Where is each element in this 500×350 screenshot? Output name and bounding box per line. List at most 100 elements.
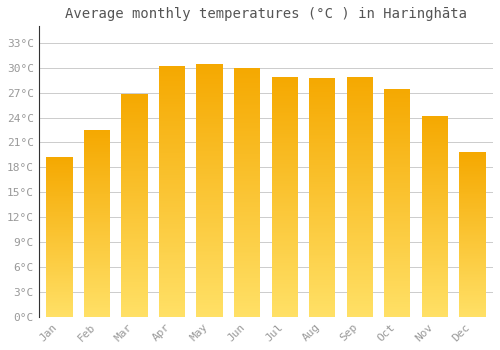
Bar <box>272 316 298 317</box>
Bar <box>122 179 148 180</box>
Bar <box>309 255 336 256</box>
Bar <box>46 269 72 270</box>
Bar <box>46 169 72 170</box>
Bar <box>384 243 410 244</box>
Bar <box>346 181 373 182</box>
Bar <box>159 188 185 189</box>
Bar <box>422 188 448 189</box>
Bar <box>122 212 148 214</box>
Bar <box>84 177 110 178</box>
Bar <box>196 123 223 124</box>
Bar <box>234 119 260 120</box>
Bar <box>384 189 410 190</box>
Bar <box>159 263 185 264</box>
Bar <box>384 94 410 96</box>
Bar <box>122 207 148 208</box>
Bar <box>422 175 448 176</box>
Bar <box>159 153 185 154</box>
Bar <box>84 141 110 142</box>
Bar <box>234 95 260 96</box>
Bar <box>346 128 373 130</box>
Bar <box>84 283 110 284</box>
Bar <box>196 113 223 114</box>
Bar <box>309 98 336 99</box>
Bar <box>384 143 410 145</box>
Bar <box>384 190 410 191</box>
Bar <box>234 306 260 307</box>
Bar <box>422 127 448 128</box>
Bar <box>272 259 298 260</box>
Bar <box>46 209 72 210</box>
Bar <box>384 231 410 232</box>
Bar <box>422 134 448 135</box>
Bar <box>122 148 148 149</box>
Bar <box>196 95 223 97</box>
Bar <box>460 164 485 165</box>
Bar <box>309 118 336 120</box>
Bar <box>460 156 485 158</box>
Bar <box>272 173 298 174</box>
Bar <box>272 185 298 186</box>
Bar <box>460 170 485 172</box>
Bar <box>272 294 298 295</box>
Bar <box>422 309 448 310</box>
Bar <box>309 187 336 188</box>
Bar <box>384 301 410 302</box>
Bar <box>384 159 410 160</box>
Bar <box>460 276 485 277</box>
Bar <box>159 114 185 115</box>
Bar <box>122 149 148 150</box>
Bar <box>422 199 448 200</box>
Bar <box>84 145 110 146</box>
Bar <box>309 104 336 105</box>
Bar <box>122 168 148 169</box>
Bar <box>46 193 72 194</box>
Bar <box>234 247 260 248</box>
Bar <box>460 210 485 211</box>
Bar <box>272 117 298 118</box>
Bar <box>346 306 373 307</box>
Bar <box>422 203 448 204</box>
Bar <box>84 290 110 292</box>
Bar <box>272 105 298 106</box>
Bar <box>346 235 373 237</box>
Bar <box>460 225 485 226</box>
Bar <box>272 191 298 192</box>
Bar <box>309 248 336 250</box>
Bar <box>346 216 373 217</box>
Bar <box>196 75 223 76</box>
Bar <box>422 182 448 183</box>
Bar <box>234 307 260 308</box>
Bar <box>384 179 410 180</box>
Bar <box>384 284 410 285</box>
Bar <box>384 114 410 115</box>
Bar <box>309 310 336 311</box>
Bar <box>422 162 448 163</box>
Bar <box>460 264 485 265</box>
Bar <box>46 194 72 195</box>
Bar <box>422 234 448 236</box>
Bar <box>46 187 72 188</box>
Bar <box>309 273 336 274</box>
Bar <box>346 79 373 80</box>
Bar <box>346 308 373 310</box>
Bar <box>346 305 373 306</box>
Bar <box>309 178 336 179</box>
Bar <box>159 264 185 265</box>
Bar <box>272 265 298 266</box>
Bar <box>346 98 373 100</box>
Bar <box>346 161 373 162</box>
Bar <box>346 204 373 205</box>
Bar <box>46 262 72 264</box>
Bar <box>346 144 373 145</box>
Bar <box>46 168 72 169</box>
Bar <box>84 274 110 275</box>
Bar <box>159 200 185 202</box>
Bar <box>460 214 485 215</box>
Bar <box>196 218 223 219</box>
Bar <box>46 170 72 171</box>
Bar <box>84 143 110 144</box>
Bar <box>234 73 260 74</box>
Bar <box>234 118 260 119</box>
Bar <box>84 168 110 169</box>
